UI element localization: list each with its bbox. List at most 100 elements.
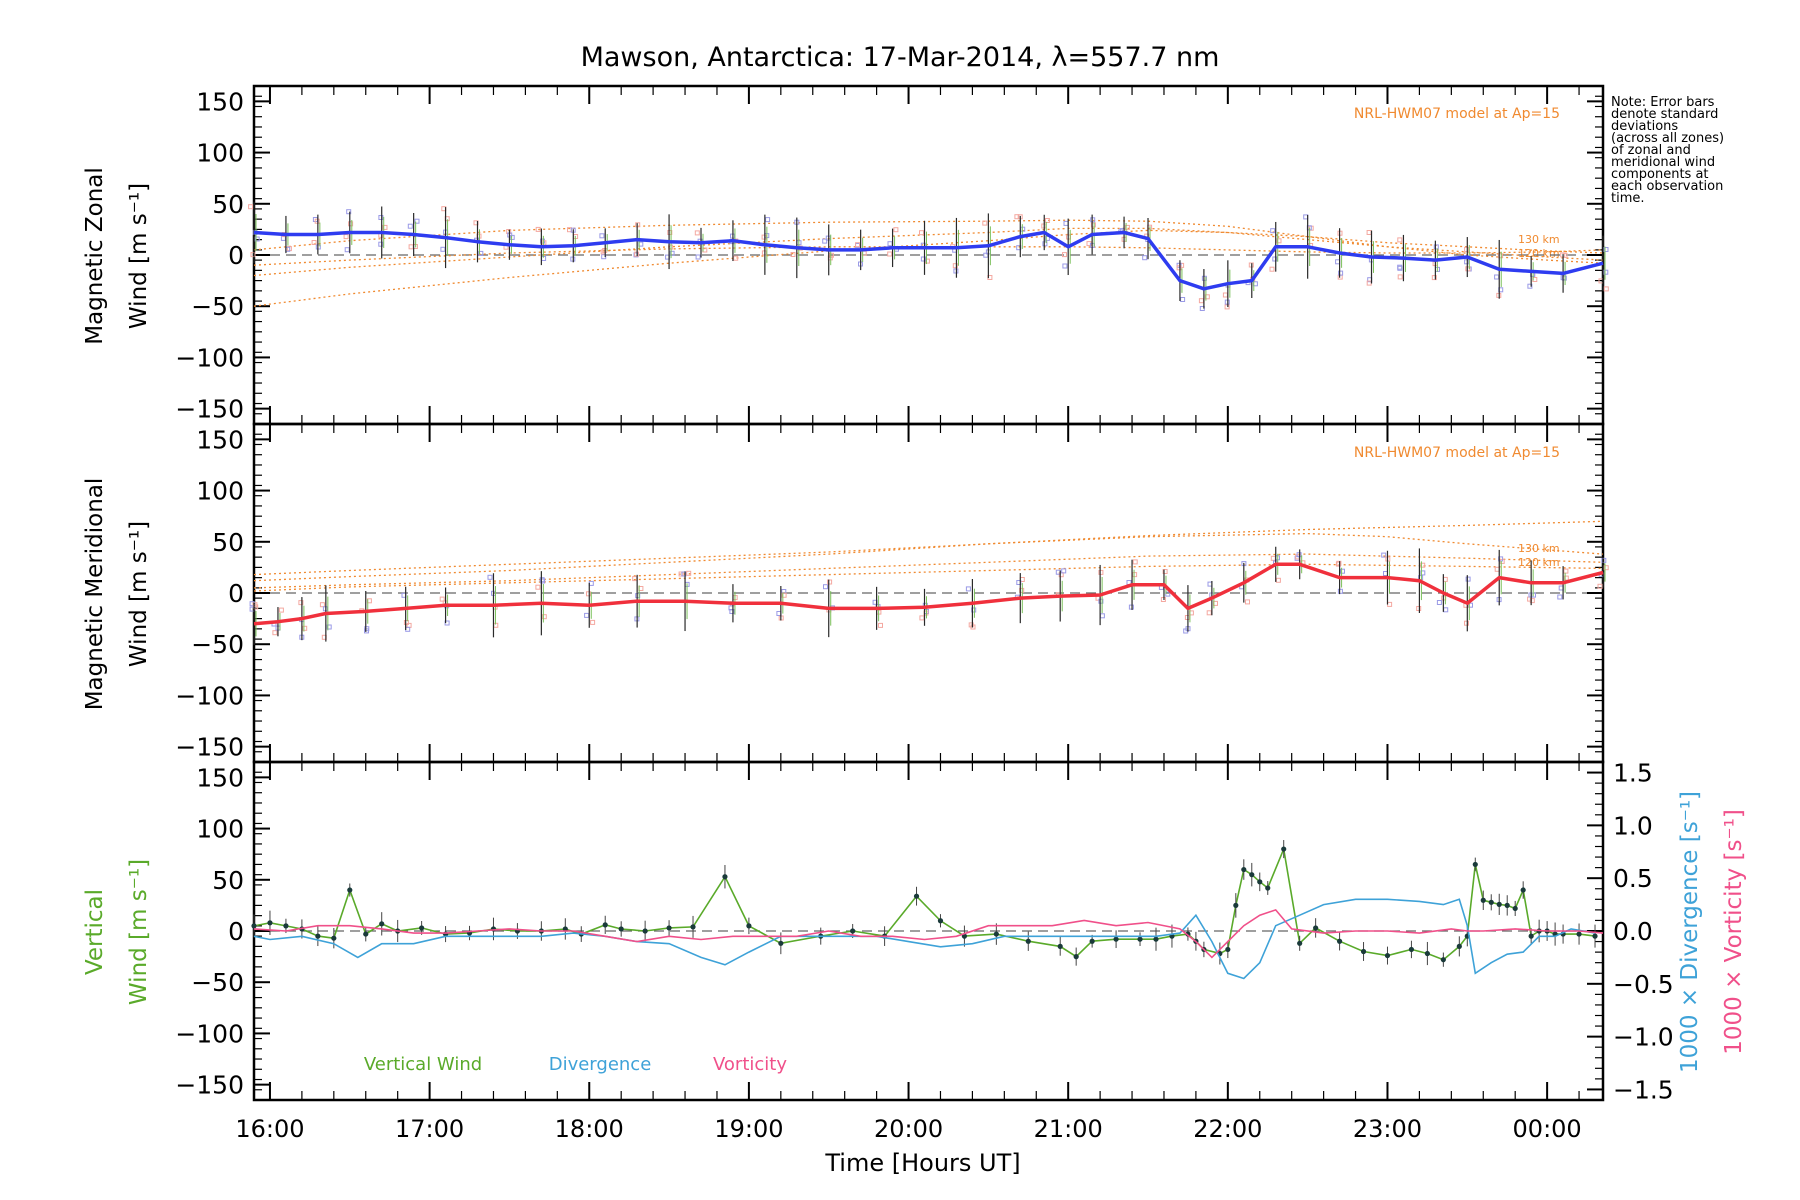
zone-sample-point <box>586 591 591 597</box>
zone-sample-point <box>343 234 349 240</box>
vertical-wind-point <box>347 887 353 893</box>
zone-sample-point <box>887 251 893 257</box>
zone-sample-point <box>1272 256 1278 262</box>
note-line: (across all zones) <box>1611 131 1724 146</box>
alt-label-120: 120 km <box>1518 247 1560 260</box>
y-tick-label: 50 <box>212 866 244 895</box>
zone-sample-point <box>669 250 675 256</box>
y-tick-label: −100 <box>175 1019 244 1048</box>
zone-sample-point <box>1603 565 1609 571</box>
zone-sample-point <box>686 570 692 576</box>
zone-sample-point <box>982 220 988 226</box>
zone-sample-point <box>248 204 254 210</box>
zone-sample-point <box>1224 304 1230 310</box>
zone-sample-point <box>1275 577 1281 583</box>
zone-sample-point <box>272 630 278 636</box>
x-tick-label: 17:00 <box>395 1115 464 1143</box>
zone-sample-point <box>1468 602 1473 608</box>
zone-sample-point <box>250 252 256 258</box>
zone-sample-point <box>1416 606 1422 611</box>
zone-sample-point <box>378 241 384 247</box>
vertical-wind-point <box>1336 938 1343 944</box>
zone-sample-point <box>878 622 883 628</box>
zone-sample-point <box>326 624 332 630</box>
zone-sample-point <box>790 252 796 257</box>
vertical-wind-point <box>1233 902 1239 908</box>
zone-sample-point <box>1397 237 1403 243</box>
zone-sample-point <box>919 230 924 236</box>
zone-sample-point <box>893 227 899 233</box>
y-tick-label: −100 <box>175 681 244 710</box>
zone-sample-point <box>681 571 687 577</box>
vertical-wind-point <box>1504 902 1510 908</box>
note-text: Note: Error bars denote standard deviati… <box>1611 95 1724 206</box>
y-tick-label: 50 <box>212 528 244 557</box>
zone-sample-point <box>1336 560 1342 566</box>
zone-sample-point <box>278 607 284 613</box>
zone-sample-point <box>1420 562 1426 568</box>
x-axis-label: Time [Hours UT] <box>824 1149 1020 1177</box>
vertical-wind-point <box>1281 846 1287 852</box>
zone-sample-point <box>1529 598 1535 604</box>
vertical-wind-point <box>1225 946 1231 953</box>
legend-vorticity: Vorticity <box>713 1054 787 1075</box>
vertical-wind-point <box>1073 954 1079 960</box>
zone-sample-point <box>1176 265 1182 271</box>
zone-sample-point <box>509 234 515 240</box>
y-tick-label: 150 <box>196 763 244 792</box>
vertical-wind-point <box>363 931 369 937</box>
zone-sample-point <box>1090 222 1096 228</box>
panel-vertical-wind: Vertical Wind [m s⁻¹] 1000 × Divergence … <box>82 759 1747 1143</box>
ylabel-line-1: Vertical <box>82 889 108 975</box>
vertical-wind-point <box>1297 940 1303 946</box>
x-tick-label: 20:00 <box>874 1115 943 1143</box>
vertical-wind-point <box>722 874 728 880</box>
zone-sample-point <box>1433 244 1439 250</box>
zone-sample-point <box>1042 241 1048 247</box>
zone-sample-point <box>1206 610 1212 616</box>
vertical-wind-point <box>379 921 385 927</box>
zone-sample-point <box>541 614 547 620</box>
zone-sample-point <box>1162 569 1168 574</box>
zone-sample-point <box>694 230 700 236</box>
vertical-wind-point <box>1480 897 1486 903</box>
panel-meridional-wind: NRL-HWM07 model at Ap=15 130 km 120 km M… <box>82 422 1609 764</box>
zone-sample-point <box>311 240 317 245</box>
model-label: NRL-HWM07 model at Ap=15 <box>1354 106 1560 122</box>
model-line <box>253 246 1604 266</box>
vertical-wind-point <box>1313 925 1319 931</box>
vertical-wind-point <box>1360 948 1367 955</box>
legend-divergence: Divergence <box>549 1054 652 1075</box>
y-tick-label: 150 <box>196 425 244 454</box>
y-tick-label: 0 <box>228 579 244 608</box>
vertical-wind-point <box>1456 943 1462 949</box>
vertical-wind-point <box>850 928 856 934</box>
zone-sample-point <box>1269 266 1275 272</box>
note-line: time. <box>1611 191 1645 206</box>
y-tick-label: 100 <box>196 815 244 844</box>
legend-vertical-wind: Vertical Wind <box>364 1054 482 1075</box>
zone-sample-point <box>314 218 320 224</box>
vertical-wind-point <box>1528 933 1534 939</box>
zone-sample-point <box>667 230 673 235</box>
zone-sample-point <box>827 579 833 585</box>
zone-sample-point <box>1397 274 1403 280</box>
y-tick-label: −50 <box>191 968 244 997</box>
zone-sample-point <box>965 586 971 592</box>
note-line: of zonal and <box>1611 143 1691 158</box>
zone-sample-point <box>302 625 308 631</box>
vertical-wind-point <box>1265 885 1271 891</box>
zone-sample-point <box>403 620 409 625</box>
vorticity-line <box>253 908 1604 959</box>
meridional-wind-line <box>253 562 1604 626</box>
y2-tick-label: −1.0 <box>1613 1023 1674 1052</box>
y2label-vorticity: 1000 × Vorticity [s⁻¹] <box>1721 809 1747 1055</box>
zone-sample-point <box>1436 600 1442 605</box>
zone-sample-point <box>1465 576 1471 582</box>
zone-sample-point <box>535 226 541 232</box>
vertical-wind-point <box>778 940 784 946</box>
vertical-wind-point <box>913 893 920 899</box>
zone-sample-point <box>855 242 861 248</box>
y2-tick-label: 0.5 <box>1613 864 1653 893</box>
zone-sample-point <box>971 607 977 613</box>
